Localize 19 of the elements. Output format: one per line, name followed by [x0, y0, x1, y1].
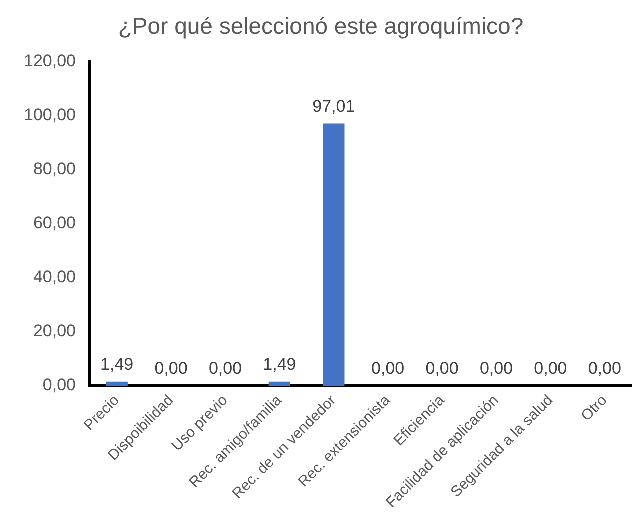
data-label: 0,00	[588, 359, 622, 378]
y-tick-label: 120,00	[24, 51, 76, 70]
chart-title: ¿Por qué seleccionó este agroquímico?	[118, 13, 524, 40]
data-label: 0,00	[426, 359, 459, 378]
data-label: 0,00	[372, 359, 405, 378]
y-tick-label: 80,00	[33, 159, 76, 178]
data-label: 1,49	[100, 355, 134, 374]
data-label: 0,00	[480, 359, 514, 378]
y-tick-label: 0,00	[42, 376, 76, 395]
y-tick-label: 40,00	[33, 268, 76, 287]
y-tick-label: 100,00	[24, 105, 76, 124]
y-tick-label: 60,00	[33, 213, 76, 232]
y-tick-label: 20,00	[33, 322, 76, 341]
data-label: 97,01	[312, 96, 356, 116]
data-label: 0,00	[208, 359, 242, 378]
data-label: 1,49	[263, 355, 296, 374]
data-label: 0,00	[154, 359, 188, 378]
x-tick-label: Otro	[578, 392, 611, 425]
data-label: 0,00	[534, 359, 568, 378]
